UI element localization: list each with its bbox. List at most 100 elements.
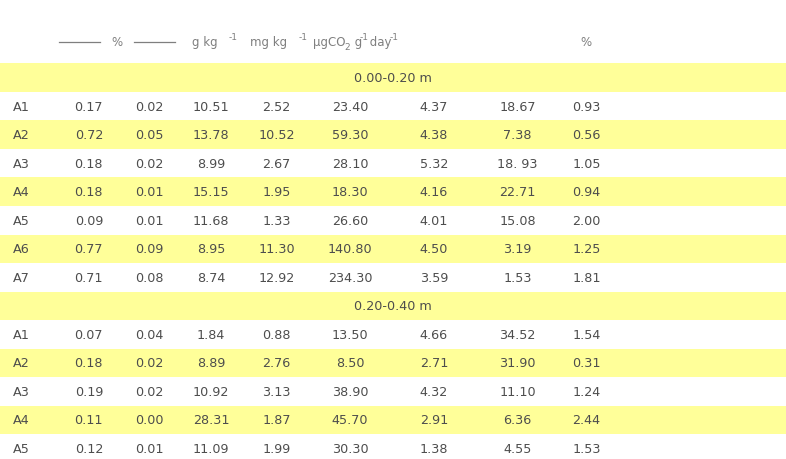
- Text: 0.93: 0.93: [572, 101, 601, 113]
- Bar: [0, 207, 786, 235]
- Text: 0.71: 0.71: [75, 271, 103, 284]
- Text: 0.09: 0.09: [135, 243, 163, 256]
- Text: 0.05: 0.05: [135, 129, 163, 142]
- Bar: [0, 349, 786, 377]
- Text: 5.32: 5.32: [420, 157, 448, 170]
- Text: 4.37: 4.37: [420, 101, 448, 113]
- Text: 2.52: 2.52: [263, 101, 291, 113]
- Text: 8.95: 8.95: [196, 243, 226, 256]
- Text: %: %: [112, 36, 123, 49]
- Text: 140.80: 140.80: [328, 243, 373, 256]
- Text: 6.36: 6.36: [504, 414, 531, 426]
- Text: 34.52: 34.52: [499, 328, 536, 341]
- Text: 0.17: 0.17: [75, 101, 103, 113]
- Text: 2.91: 2.91: [420, 414, 448, 426]
- Text: A4: A4: [13, 186, 29, 199]
- Text: 0.31: 0.31: [572, 357, 601, 369]
- Text: 1.38: 1.38: [420, 442, 448, 455]
- Text: 2.44: 2.44: [572, 414, 601, 426]
- Text: 0.72: 0.72: [75, 129, 103, 142]
- Text: 8.50: 8.50: [336, 357, 365, 369]
- Text: 3.13: 3.13: [263, 385, 291, 398]
- Text: -1: -1: [229, 33, 237, 41]
- Text: 0.18: 0.18: [75, 157, 103, 170]
- Text: 59.30: 59.30: [332, 129, 369, 142]
- Text: 8.89: 8.89: [196, 357, 226, 369]
- Text: 0.20-0.40 m: 0.20-0.40 m: [354, 300, 432, 313]
- Bar: [0, 235, 786, 263]
- Text: 3.19: 3.19: [503, 243, 532, 256]
- Text: A2: A2: [13, 357, 29, 369]
- Bar: [0, 320, 786, 349]
- Text: μgCO: μgCO: [313, 36, 345, 49]
- Bar: [0, 377, 786, 406]
- Bar: [0, 178, 786, 207]
- Text: 0.18: 0.18: [75, 186, 103, 199]
- Text: 2.71: 2.71: [420, 357, 448, 369]
- Text: 11.68: 11.68: [193, 214, 230, 227]
- Text: A7: A7: [13, 271, 29, 284]
- Text: 45.70: 45.70: [332, 414, 369, 426]
- Text: day: day: [366, 36, 391, 49]
- Text: 18.67: 18.67: [499, 101, 536, 113]
- Text: 8.74: 8.74: [196, 271, 226, 284]
- Text: 4.32: 4.32: [420, 385, 448, 398]
- Bar: [0, 292, 786, 320]
- Text: 26.60: 26.60: [332, 214, 369, 227]
- Text: 1.84: 1.84: [196, 328, 226, 341]
- Text: 18. 93: 18. 93: [498, 157, 538, 170]
- Text: 1.05: 1.05: [572, 157, 601, 170]
- Text: 15.15: 15.15: [193, 186, 230, 199]
- Text: 3.59: 3.59: [420, 271, 448, 284]
- Text: 23.40: 23.40: [332, 101, 369, 113]
- Text: A4: A4: [13, 414, 29, 426]
- Bar: [0, 150, 786, 178]
- Bar: [0, 64, 786, 93]
- Text: mg kg: mg kg: [250, 36, 288, 49]
- Text: A2: A2: [13, 129, 29, 142]
- Text: %: %: [581, 36, 592, 49]
- Text: g: g: [351, 36, 362, 49]
- Text: 13.78: 13.78: [193, 129, 230, 142]
- Text: 4.16: 4.16: [420, 186, 448, 199]
- Text: g kg: g kg: [192, 36, 218, 49]
- Text: 1.87: 1.87: [263, 414, 291, 426]
- Text: 10.51: 10.51: [193, 101, 230, 113]
- Text: -1: -1: [360, 33, 369, 41]
- Text: 22.71: 22.71: [499, 186, 536, 199]
- Text: 234.30: 234.30: [328, 271, 373, 284]
- Bar: [0, 121, 786, 150]
- Text: 0.02: 0.02: [135, 101, 163, 113]
- Text: 4.38: 4.38: [420, 129, 448, 142]
- Text: 31.90: 31.90: [499, 357, 536, 369]
- Text: -1: -1: [389, 33, 398, 41]
- Text: A1: A1: [13, 328, 29, 341]
- Text: 1.24: 1.24: [572, 385, 601, 398]
- Text: 18.30: 18.30: [332, 186, 369, 199]
- Text: 0.11: 0.11: [75, 414, 103, 426]
- Text: 2: 2: [344, 43, 350, 52]
- Text: A5: A5: [13, 214, 29, 227]
- Text: 0.19: 0.19: [75, 385, 103, 398]
- Text: -1: -1: [299, 33, 307, 41]
- Text: 2.67: 2.67: [263, 157, 291, 170]
- Text: 1.53: 1.53: [503, 271, 532, 284]
- Text: 38.90: 38.90: [332, 385, 369, 398]
- Text: 0.01: 0.01: [135, 186, 163, 199]
- Bar: [0, 93, 786, 121]
- Text: 0.09: 0.09: [75, 214, 103, 227]
- Text: 8.99: 8.99: [197, 157, 225, 170]
- Text: 0.94: 0.94: [572, 186, 601, 199]
- Text: 0.12: 0.12: [75, 442, 103, 455]
- Text: A6: A6: [13, 243, 29, 256]
- Text: 4.66: 4.66: [420, 328, 448, 341]
- Text: 0.07: 0.07: [75, 328, 103, 341]
- Text: 11.10: 11.10: [499, 385, 536, 398]
- Text: 28.31: 28.31: [193, 414, 230, 426]
- Text: 28.10: 28.10: [332, 157, 369, 170]
- Text: 0.18: 0.18: [75, 357, 103, 369]
- Text: 0.00-0.20 m: 0.00-0.20 m: [354, 72, 432, 85]
- Text: 10.52: 10.52: [259, 129, 295, 142]
- Bar: [0, 406, 786, 434]
- Text: 4.01: 4.01: [420, 214, 448, 227]
